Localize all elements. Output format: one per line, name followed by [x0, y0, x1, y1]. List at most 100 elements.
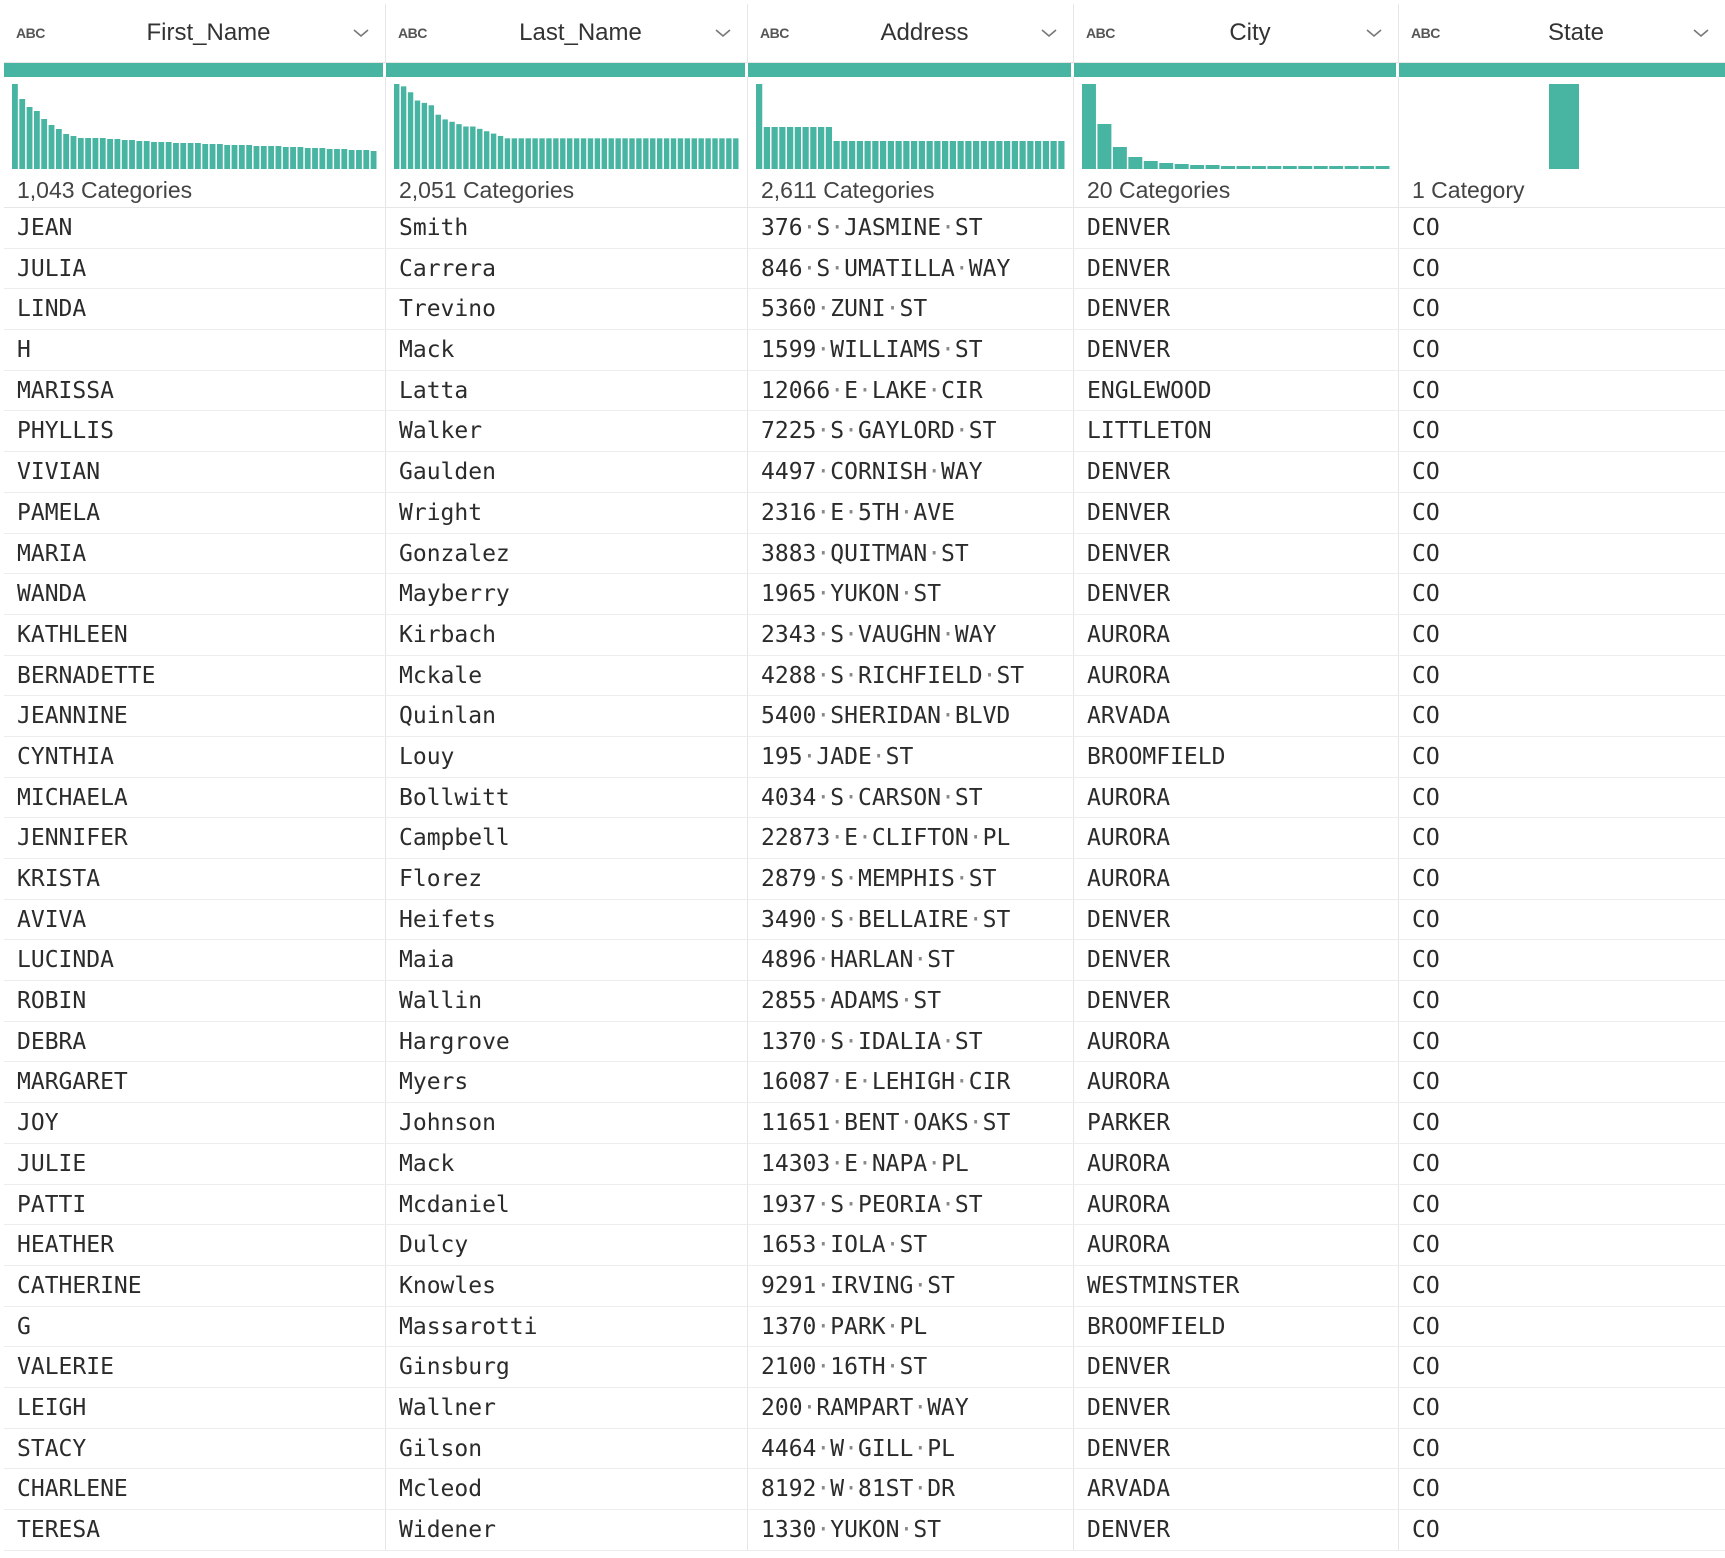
first-name-cell[interactable]: MICHAELA: [4, 777, 386, 818]
city-cell[interactable]: LITTLETON: [1074, 411, 1399, 452]
histogram-bar[interactable]: [231, 145, 238, 169]
state-cell[interactable]: CO: [1412, 1191, 1440, 1218]
last-name-cell[interactable]: Knowles: [386, 1265, 748, 1306]
state-cell[interactable]: CO: [1412, 947, 1440, 974]
histogram-bar[interactable]: [173, 143, 179, 169]
histogram-bar[interactable]: [63, 134, 70, 169]
state-cell[interactable]: CO: [1412, 988, 1440, 1015]
address-cell[interactable]: 7225·S·GAYLORD·ST: [748, 411, 1074, 452]
address-cell[interactable]: 11651·BENT·OAKS·ST: [748, 1103, 1074, 1143]
city-cell[interactable]: DENVER: [1074, 574, 1399, 614]
table-row[interactable]: JULIE Mack 14303·E·NAPA·PL AURORA CO: [4, 1143, 1725, 1185]
first-name-cell[interactable]: TERESA: [4, 1510, 386, 1550]
histogram-bar[interactable]: [779, 127, 786, 169]
city-cell[interactable]: DENVER: [1074, 452, 1399, 492]
state-cell[interactable]: CO: [1412, 1232, 1440, 1259]
histogram-bar[interactable]: [650, 138, 656, 169]
histogram-bar[interactable]: [726, 138, 732, 169]
histogram-bar[interactable]: [1011, 141, 1018, 169]
histogram-bar[interactable]: [1112, 147, 1127, 169]
histogram-bar[interactable]: [719, 138, 725, 169]
histogram-bar[interactable]: [195, 143, 201, 169]
histogram-bar[interactable]: [497, 135, 504, 169]
city-cell[interactable]: AURORA: [1074, 614, 1399, 655]
last-name-cell[interactable]: Smith: [386, 208, 748, 248]
last-name-cell[interactable]: Campbell: [386, 818, 748, 858]
first-name-cell[interactable]: STACY: [4, 1428, 386, 1469]
table-row[interactable]: JEANNINE Quinlan 5400·SHERIDAN·BLVD ARVADA C…: [4, 696, 1725, 737]
city-cell[interactable]: DENVER: [1074, 208, 1399, 248]
first-name-cell[interactable]: CHARLENE: [4, 1469, 386, 1509]
histogram-bar[interactable]: [394, 84, 400, 169]
city-cell[interactable]: DENVER: [1074, 899, 1399, 940]
chevron-down-icon[interactable]: [1037, 21, 1061, 45]
histogram-bar[interactable]: [1174, 164, 1189, 169]
histogram-bar[interactable]: [733, 138, 739, 169]
state-cell[interactable]: CO: [1412, 825, 1440, 852]
city-cell[interactable]: ARVADA: [1074, 696, 1399, 736]
histogram-bar[interactable]: [608, 138, 614, 169]
histogram-bar[interactable]: [136, 141, 143, 169]
first-name-cell[interactable]: CATHERINE: [4, 1265, 386, 1306]
first-name-cell[interactable]: VALERIE: [4, 1347, 386, 1387]
histogram-bar[interactable]: [414, 100, 421, 169]
first-name-cell[interactable]: KATHLEEN: [4, 614, 386, 655]
first-name-cell[interactable]: MARGARET: [4, 1062, 386, 1103]
city-cell[interactable]: AURORA: [1074, 1143, 1399, 1184]
histogram-bar[interactable]: [151, 142, 157, 169]
table-row[interactable]: WANDA Mayberry 1965·YUKON·ST DENVER CO: [4, 574, 1725, 615]
histogram-bar[interactable]: [663, 138, 670, 169]
city-cell[interactable]: ARVADA: [1074, 1469, 1399, 1509]
address-cell[interactable]: 12066·E·LAKE·CIR: [748, 370, 1074, 411]
first-name-cell[interactable]: DEBRA: [4, 1021, 386, 1062]
histogram-bar[interactable]: [1267, 166, 1282, 169]
histogram-bar[interactable]: [965, 141, 972, 169]
city-cell[interactable]: DENVER: [1074, 981, 1399, 1021]
histogram-bar[interactable]: [143, 141, 150, 169]
table-row[interactable]: CATHERINE Knowles 9291·IRVING·ST WESTMINSTE…: [4, 1265, 1725, 1307]
chevron-down-icon[interactable]: [711, 21, 735, 45]
histogram-bar[interactable]: [41, 119, 48, 169]
histogram-bar[interactable]: [449, 121, 455, 169]
histogram-bar[interactable]: [202, 144, 209, 169]
table-row[interactable]: ROBIN Wallin 2855·ADAMS·ST DENVER CO: [4, 981, 1725, 1022]
histogram-bar[interactable]: [187, 143, 194, 169]
table-row[interactable]: LINDA Trevino 5360·ZUNI·ST DENVER CO: [4, 289, 1725, 331]
first-name-cell[interactable]: JULIA: [4, 248, 386, 289]
histogram-bar[interactable]: [216, 144, 223, 169]
histogram-bar[interactable]: [763, 127, 770, 169]
histogram-bar[interactable]: [1236, 166, 1251, 169]
histogram-bar[interactable]: [165, 142, 172, 169]
histogram-bar[interactable]: [1159, 163, 1174, 169]
histogram-bar[interactable]: [477, 128, 483, 169]
histogram-bar[interactable]: [1549, 84, 1579, 169]
first-name-cell[interactable]: VIVIAN: [4, 452, 386, 492]
histogram-bar[interactable]: [546, 138, 552, 169]
table-row[interactable]: MARISSA Latta 12066·E·LAKE·CIR ENGLEWOOD CO: [4, 370, 1725, 412]
histogram-bar[interactable]: [304, 148, 311, 169]
state-cell[interactable]: CO: [1412, 499, 1440, 526]
last-name-cell[interactable]: Massarotti: [386, 1306, 748, 1347]
first-name-cell[interactable]: PATTI: [4, 1184, 386, 1225]
address-cell[interactable]: 16087·E·LEHIGH·CIR: [748, 1062, 1074, 1103]
histogram-bar[interactable]: [1143, 161, 1158, 169]
city-cell[interactable]: DENVER: [1074, 1387, 1399, 1428]
last-name-cell[interactable]: Gonzalez: [386, 533, 748, 574]
state-cell[interactable]: CO: [1412, 1354, 1440, 1381]
state-cell[interactable]: CO: [1412, 784, 1440, 811]
last-name-cell[interactable]: Carrera: [386, 248, 748, 289]
histogram-bar[interactable]: [1375, 166, 1390, 169]
histogram-bar[interactable]: [818, 127, 825, 169]
table-row[interactable]: MARIA Gonzalez 3883·QUITMAN·ST DENVER CO: [4, 533, 1725, 575]
histogram-bar[interactable]: [587, 138, 594, 169]
city-cell[interactable]: DENVER: [1074, 330, 1399, 370]
histogram-bar[interactable]: [560, 138, 566, 169]
histogram-bar[interactable]: [656, 138, 663, 169]
histogram-bar[interactable]: [1082, 84, 1096, 169]
city-cell[interactable]: AURORA: [1074, 1062, 1399, 1103]
histogram-bar[interactable]: [973, 141, 980, 169]
histogram-bar[interactable]: [643, 138, 649, 169]
state-cell[interactable]: CO: [1412, 1028, 1440, 1055]
histogram-bar[interactable]: [670, 138, 677, 169]
table-row[interactable]: LUCINDA Maia 4896·HARLAN·ST DENVER CO: [4, 940, 1725, 982]
